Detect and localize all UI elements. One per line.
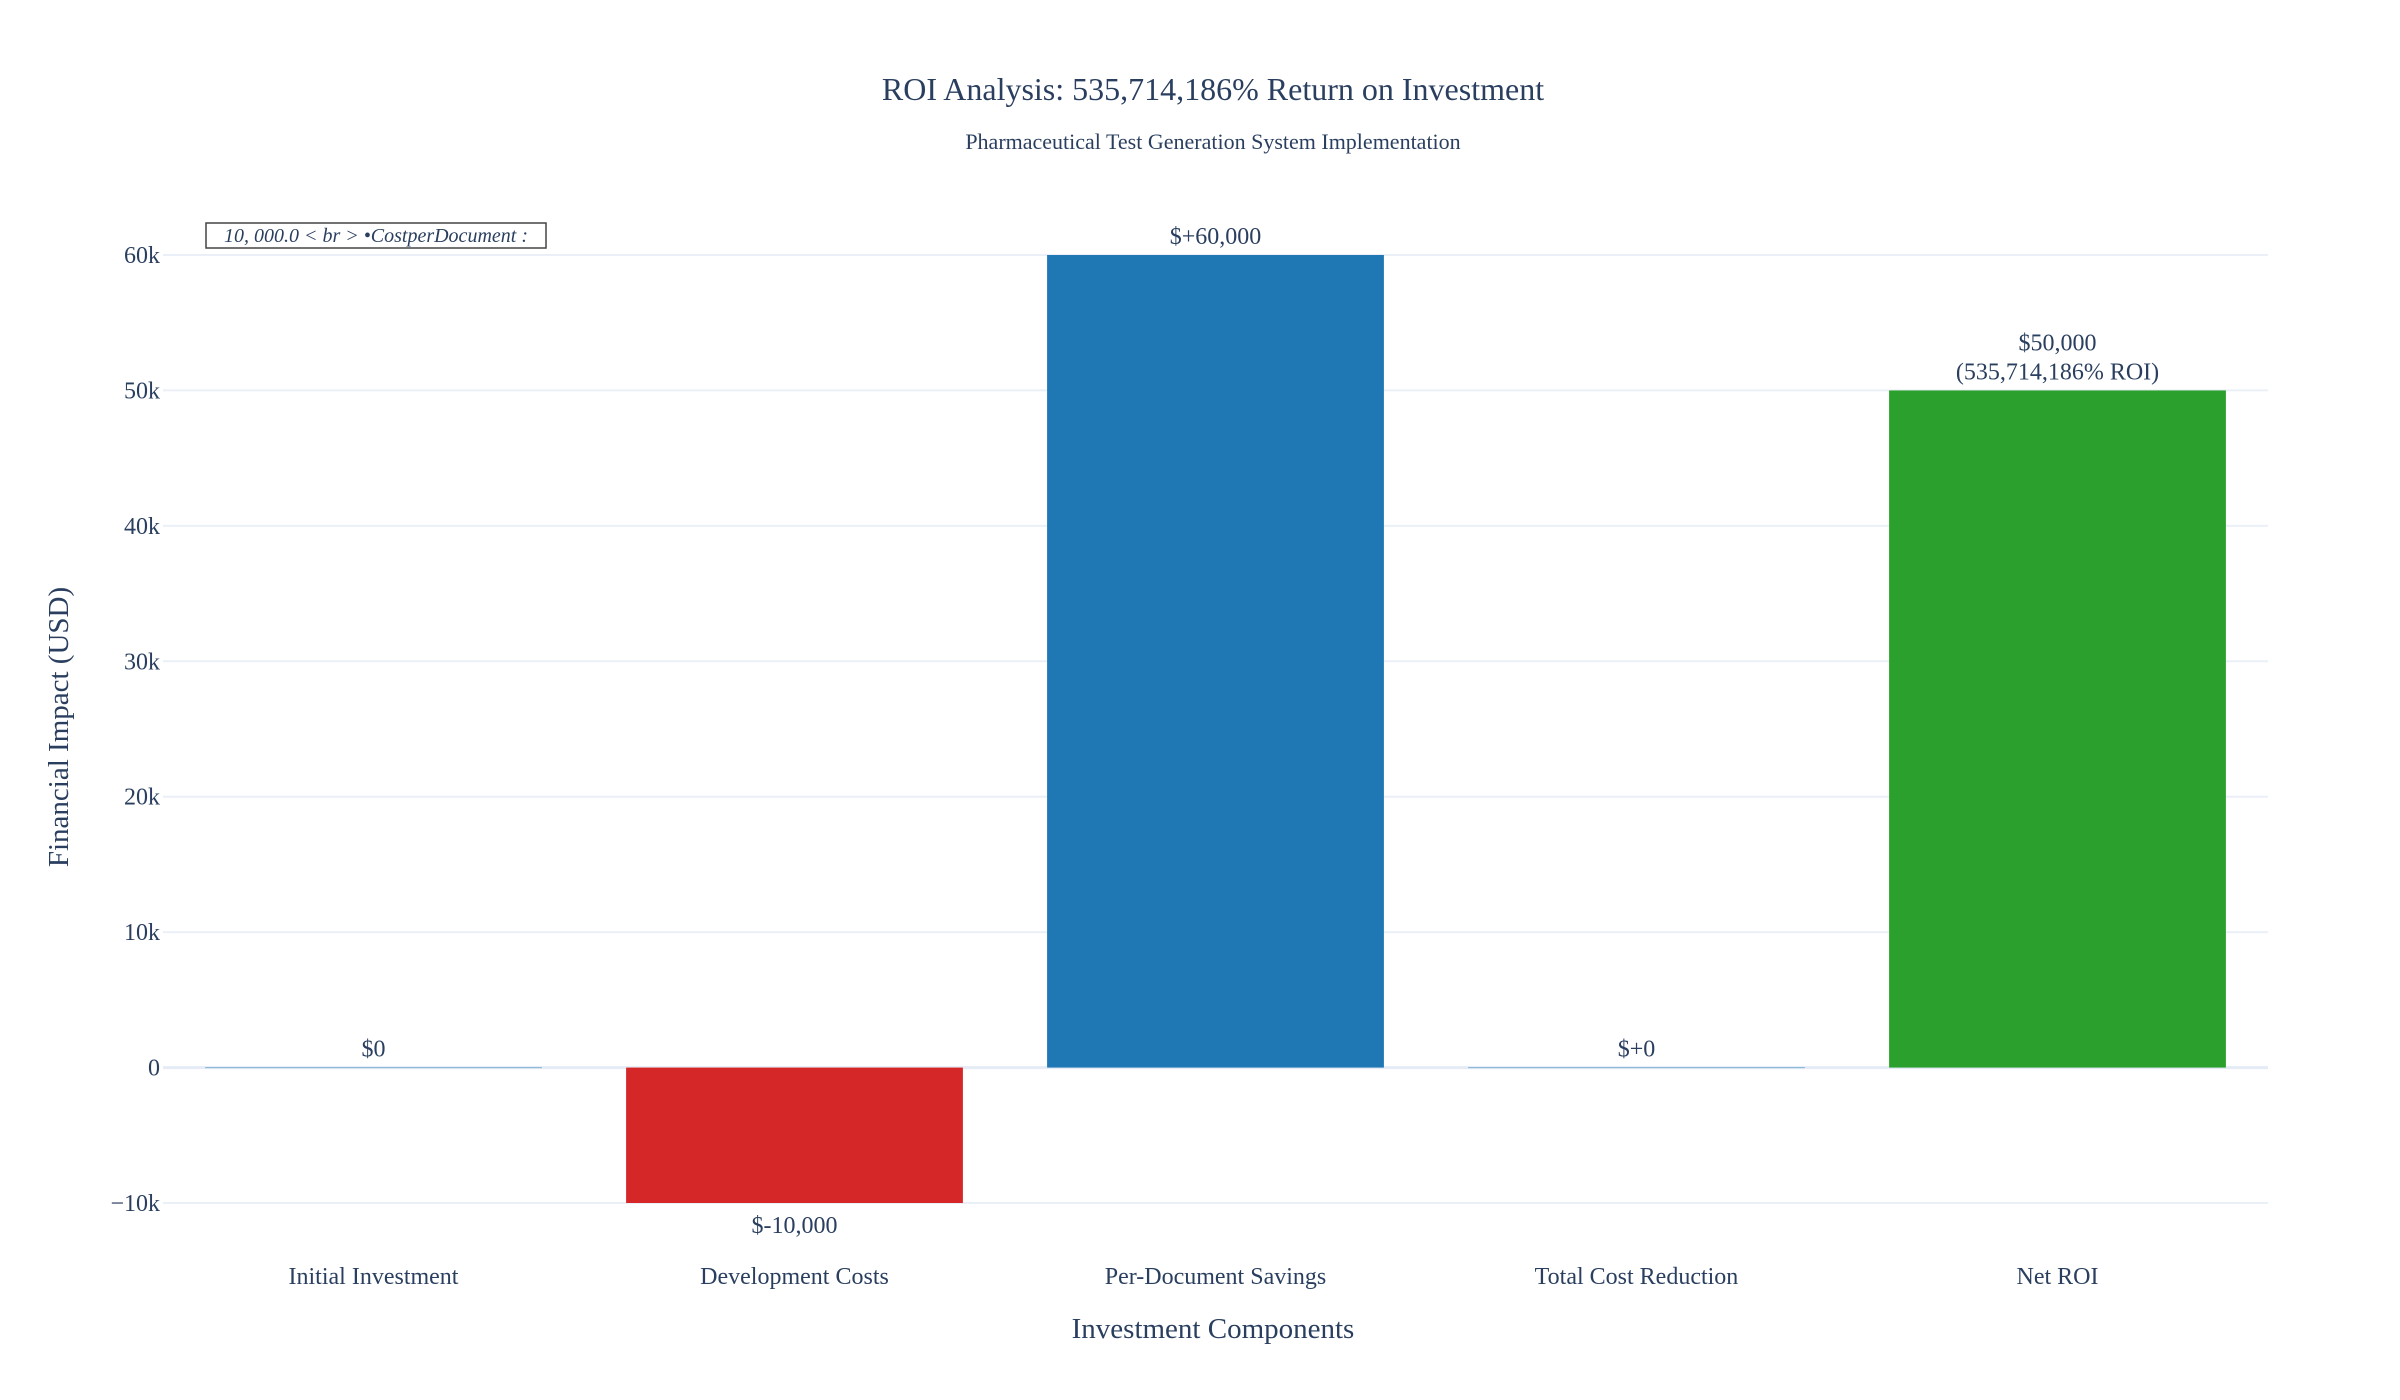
- y-tick-label: 50k: [124, 378, 160, 404]
- annotation-text: 10, 000.0 < br > •CostperDocument :: [224, 225, 528, 247]
- y-axis-title: Financial Impact (USD): [43, 587, 75, 867]
- y-tick-label: 60k: [124, 243, 160, 269]
- bar-value-label: $+0: [1618, 1037, 1656, 1063]
- bar-total-cost-reduction: [1468, 1067, 1805, 1069]
- x-axis-title: Investment Components: [1072, 1313, 1355, 1345]
- bar-value-label: $50,000: [2019, 330, 2097, 356]
- y-tick-label: 20k: [124, 785, 160, 811]
- annotation-border: [205, 222, 547, 249]
- bar-development-costs: [626, 1067, 963, 1203]
- chart-subtitle: Pharmaceutical Test Generation System Im…: [965, 129, 1460, 154]
- y-tick-label: 10k: [124, 920, 160, 946]
- y-tick-label: 40k: [124, 514, 160, 540]
- x-tick-label: Initial Investment: [289, 1264, 459, 1290]
- y-tick-label: −10k: [110, 1191, 160, 1217]
- x-tick-label: Development Costs: [700, 1264, 889, 1290]
- bar-value-label: $+60,000: [1170, 224, 1262, 250]
- y-tick-label: 0: [148, 1056, 160, 1082]
- x-tick-label: Total Cost Reduction: [1535, 1264, 1739, 1290]
- x-tick-label: Net ROI: [2017, 1264, 2099, 1290]
- bars-layer: [205, 255, 2226, 1203]
- ticks-layer: −10k 0 10k 20k 30k 40k 50k 60k Initial Investmen…: [110, 243, 2098, 1290]
- bar-per-document-savings: [1047, 255, 1384, 1068]
- y-tick-label: 30k: [124, 649, 160, 675]
- bar-initial-investment: [205, 1067, 542, 1069]
- bar-labels-layer: $0 $-10,000 $+60,000 $+0 $50,000 (535,714,186…: [362, 224, 2160, 1239]
- bar-value-label: (535,714,186% ROI): [1956, 359, 2159, 385]
- bar-net-roi: [1889, 390, 2226, 1068]
- chart-title: ROI Analysis: 535,714,186% Return on Inv…: [882, 71, 1544, 107]
- annotation-box: 10, 000.0 < br > •CostperDocument :: [205, 222, 547, 249]
- bar-value-label: $-10,000: [752, 1213, 838, 1239]
- x-tick-label: Per-Document Savings: [1105, 1264, 1326, 1290]
- bar-value-label: $0: [362, 1037, 386, 1063]
